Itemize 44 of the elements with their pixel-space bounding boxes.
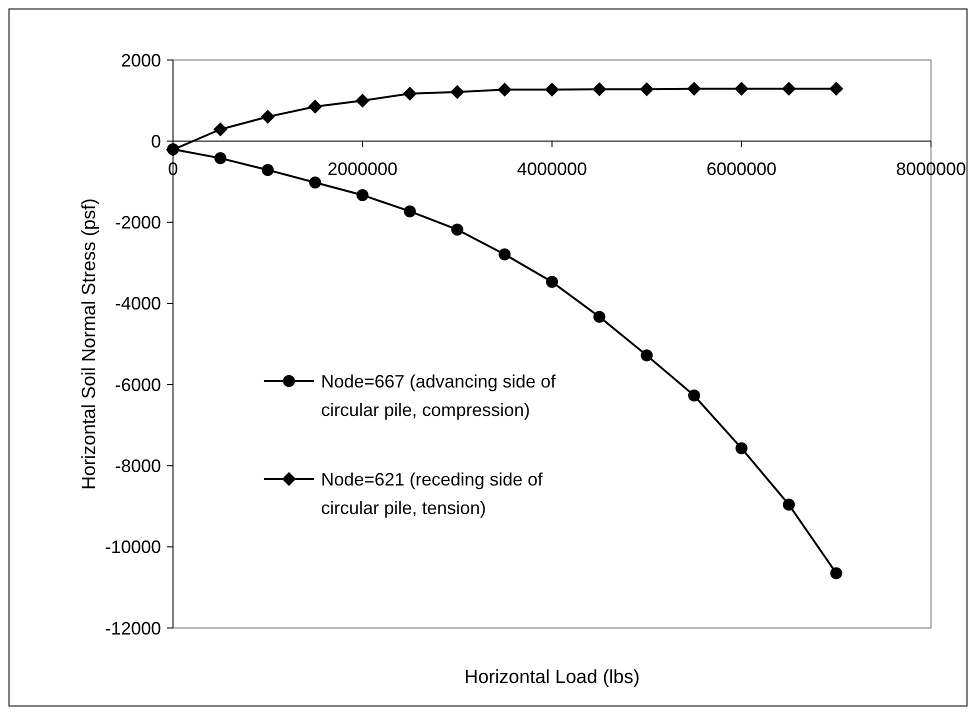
point	[782, 82, 796, 96]
point	[214, 152, 226, 164]
y-tick-label: -8000	[114, 456, 161, 476]
point	[402, 86, 417, 101]
point	[592, 82, 606, 96]
legend-label: Node=621 (receding side of circular pile, tension)	[320, 469, 544, 518]
point	[262, 164, 274, 176]
point	[546, 276, 558, 288]
point	[309, 176, 322, 189]
x-tick-label: 6000000	[706, 159, 777, 180]
point	[736, 442, 748, 454]
point	[451, 224, 464, 236]
x-axis-title: Horizontal Load (lbs)	[464, 667, 640, 688]
x-tick-label: 2000000	[327, 159, 398, 180]
legend-label: Node=667 (advancing side of circular pile, compression)	[320, 371, 557, 420]
point	[404, 205, 416, 218]
y-tick-label: -4000	[114, 294, 161, 314]
y-tick-label: -6000	[114, 374, 161, 395]
point	[450, 85, 464, 100]
x-tick-label: 8000000	[896, 159, 966, 180]
y-tick-label: -2000	[114, 212, 161, 233]
point	[640, 82, 654, 96]
point	[545, 82, 559, 97]
point	[688, 390, 700, 402]
y-axis-title: Horizontal Soil Normal Stress (psf)	[79, 198, 100, 490]
point	[640, 349, 653, 362]
point	[830, 567, 842, 580]
point	[213, 122, 228, 136]
point	[498, 82, 512, 97]
point	[782, 498, 795, 511]
x-tick-label: 4000000	[516, 159, 588, 180]
y-tick-label: -10000	[104, 537, 161, 558]
point	[498, 248, 511, 260]
point	[308, 100, 322, 114]
y-tick-label: 2000	[120, 50, 161, 70]
point	[260, 110, 275, 124]
point	[593, 310, 606, 323]
y-tick-label: -12000	[104, 618, 161, 638]
point	[829, 82, 844, 96]
point	[356, 94, 370, 108]
y-tick-label: 0	[150, 131, 161, 152]
point	[734, 82, 748, 96]
point	[687, 82, 702, 96]
point	[356, 189, 368, 202]
